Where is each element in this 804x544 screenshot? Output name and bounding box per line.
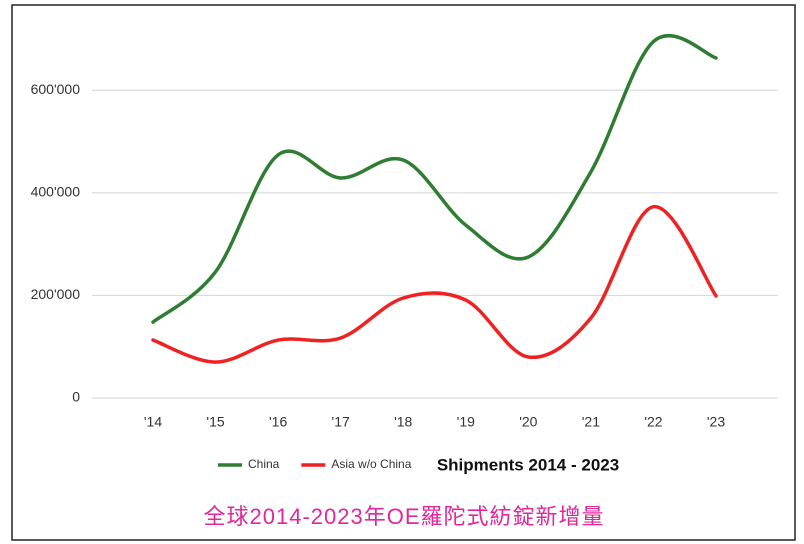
y-tick-label: 400'000 — [31, 184, 81, 200]
series-line — [151, 33, 718, 324]
caption: 全球2014-2023年OE羅陀式紡錠新增量 — [204, 504, 605, 529]
chart-frame — [11, 4, 796, 541]
x-tick-label: '17 — [332, 414, 350, 430]
x-tick-label: '18 — [394, 414, 412, 430]
x-tick-label: '16 — [269, 414, 287, 430]
series-line — [151, 204, 718, 364]
y-tick-label: 200'000 — [31, 286, 81, 302]
x-tick-label: '20 — [519, 414, 537, 430]
y-tick-label: 0 — [72, 389, 80, 405]
x-tick-label: '22 — [644, 414, 662, 430]
y-tick-label: 600'000 — [31, 81, 81, 97]
legend-label: China — [248, 457, 280, 471]
x-tick-label: '21 — [582, 414, 600, 430]
x-tick-label: '19 — [457, 414, 475, 430]
x-tick-label: '14 — [144, 414, 162, 430]
x-tick-label: '23 — [707, 414, 725, 430]
chart-title: Shipments 2014 - 2023 — [437, 455, 619, 474]
x-tick-label: '15 — [206, 414, 224, 430]
legend-label: Asia w/o China — [331, 457, 411, 471]
